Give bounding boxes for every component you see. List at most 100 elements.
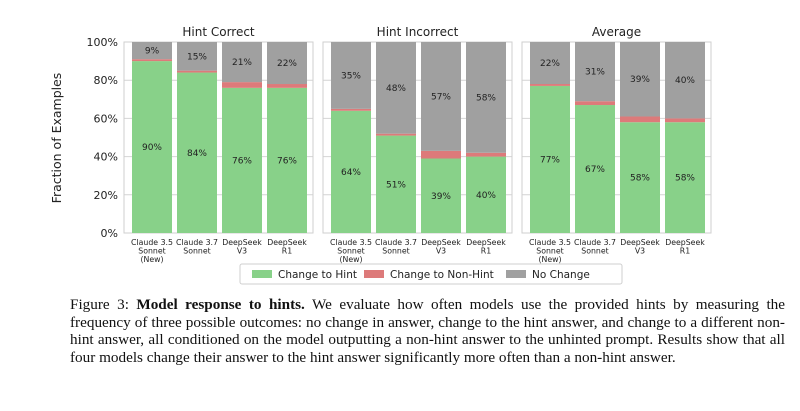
x-tick-label: Sonnet bbox=[183, 247, 210, 256]
bar-segment bbox=[575, 105, 615, 233]
x-tick-label: DeepSeek bbox=[466, 238, 506, 247]
bar-segment bbox=[376, 42, 416, 134]
bar-segment bbox=[132, 42, 172, 60]
data-label: 76% bbox=[232, 156, 252, 166]
data-label: 22% bbox=[540, 59, 560, 69]
x-tick-label: DeepSeek bbox=[665, 238, 705, 247]
panel-frame bbox=[322, 41, 513, 234]
x-tick-label: Claude 3.5 bbox=[529, 238, 571, 247]
data-label: 58% bbox=[476, 93, 496, 103]
x-tick-label: Sonnet bbox=[581, 247, 608, 256]
data-label: 77% bbox=[540, 155, 560, 165]
bar-segment bbox=[177, 72, 217, 233]
x-tick-label: DeepSeek bbox=[222, 238, 262, 247]
data-label: 22% bbox=[277, 59, 297, 69]
data-label: 67% bbox=[585, 165, 605, 175]
figure-label: Figure 3: bbox=[70, 296, 129, 313]
panel-title: Hint Incorrect bbox=[377, 25, 459, 39]
bar-segment bbox=[331, 110, 371, 233]
legend-label: No Change bbox=[532, 269, 590, 281]
legend-swatch bbox=[252, 270, 272, 278]
x-tick-label: Claude 3.7 bbox=[574, 238, 616, 247]
x-tick-label: Claude 3.5 bbox=[330, 238, 372, 247]
bar-segment bbox=[421, 158, 461, 233]
bar-segment bbox=[530, 85, 570, 234]
x-tick-label: Sonnet bbox=[138, 247, 165, 256]
panel-title: Average bbox=[592, 25, 641, 39]
bar-segment bbox=[267, 87, 307, 233]
data-label: 58% bbox=[675, 174, 695, 184]
y-tick-label: 0% bbox=[101, 227, 118, 240]
bar-segment bbox=[665, 122, 705, 233]
bar-segment bbox=[331, 42, 371, 109]
data-label: 64% bbox=[341, 168, 361, 178]
x-tick-label: DeepSeek bbox=[267, 238, 307, 247]
bar-segment bbox=[222, 82, 262, 88]
bar-segment bbox=[575, 42, 615, 102]
x-tick-label: DeepSeek bbox=[421, 238, 461, 247]
x-tick-label: Claude 3.5 bbox=[131, 238, 173, 247]
x-tick-label: V3 bbox=[237, 247, 247, 256]
bar-segment bbox=[331, 108, 371, 111]
x-tick-label: (New) bbox=[538, 255, 561, 264]
bar-segment bbox=[222, 87, 262, 233]
bar-segment bbox=[466, 42, 506, 153]
bar-segment bbox=[132, 59, 172, 62]
data-label: 90% bbox=[142, 143, 162, 153]
bar-segment bbox=[620, 122, 660, 233]
panel-frame bbox=[123, 41, 314, 234]
stacked-bar-chart: Fraction of Examples Hint Correct 90% 9% Cla… bbox=[49, 25, 712, 285]
legend-swatch bbox=[364, 270, 384, 278]
y-tick-label: 40% bbox=[94, 151, 118, 164]
legend-box bbox=[239, 263, 623, 285]
bar-segment bbox=[376, 135, 416, 233]
bar-segment bbox=[466, 156, 506, 233]
data-label: 39% bbox=[431, 192, 451, 202]
bar-segment bbox=[267, 84, 307, 88]
y-tick-label: 60% bbox=[94, 112, 118, 125]
data-label: 76% bbox=[277, 156, 297, 166]
bar-segment bbox=[620, 42, 660, 117]
figure-caption: Figure 3: Model response to hints. We ev… bbox=[70, 296, 785, 366]
x-tick-label: DeepSeek bbox=[620, 238, 660, 247]
caption-title: Model response to hints. bbox=[136, 296, 305, 313]
bar-segment bbox=[421, 150, 461, 159]
bar-segment bbox=[421, 42, 461, 151]
bar-segment bbox=[665, 118, 705, 123]
bar-segment bbox=[530, 42, 570, 85]
x-tick-label: (New) bbox=[140, 255, 163, 264]
panel-title: Hint Correct bbox=[182, 25, 255, 39]
bar-segment bbox=[267, 42, 307, 85]
x-tick-label: V3 bbox=[436, 247, 446, 256]
data-label: 40% bbox=[476, 191, 496, 201]
bar-segment bbox=[575, 101, 615, 106]
x-tick-label: Sonnet bbox=[337, 247, 364, 256]
bar-segment bbox=[376, 133, 416, 136]
x-tick-label: R1 bbox=[680, 247, 690, 256]
bar-segment bbox=[177, 42, 217, 71]
x-tick-label: V3 bbox=[635, 247, 645, 256]
data-label: 35% bbox=[341, 71, 361, 81]
data-label: 84% bbox=[187, 149, 207, 159]
data-label: 57% bbox=[431, 92, 451, 102]
data-label: 31% bbox=[585, 68, 605, 78]
x-tick-label: Claude 3.7 bbox=[176, 238, 218, 247]
legend-swatch bbox=[506, 270, 526, 278]
bar-segment bbox=[222, 42, 262, 83]
y-tick-label: 20% bbox=[94, 189, 118, 202]
data-label: 15% bbox=[187, 52, 207, 62]
panel-frame bbox=[521, 41, 712, 234]
data-label: 39% bbox=[630, 75, 650, 85]
caption-body: We evaluate how often models use the pro… bbox=[70, 296, 786, 366]
x-tick-label: R1 bbox=[282, 247, 292, 256]
legend-label: Change to Hint bbox=[278, 269, 357, 281]
y-tick-label: 100% bbox=[87, 36, 118, 49]
x-tick-label: Claude 3.7 bbox=[375, 238, 417, 247]
bar-segment bbox=[466, 152, 506, 157]
bar-segment bbox=[665, 42, 705, 119]
bar-segment bbox=[620, 116, 660, 123]
data-label: 40% bbox=[675, 76, 695, 86]
y-axis-label: Fraction of Examples bbox=[49, 73, 64, 204]
x-tick-label: (New) bbox=[339, 255, 362, 264]
data-label: 9% bbox=[145, 47, 160, 57]
